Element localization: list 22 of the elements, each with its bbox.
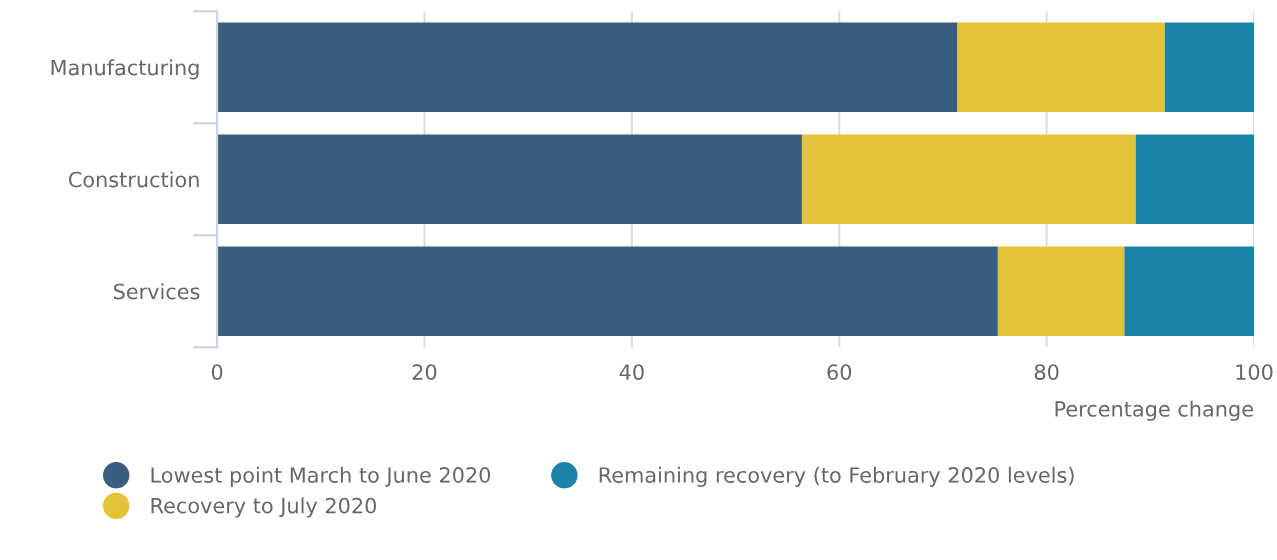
y-tick-label: Services <box>113 283 200 300</box>
y-tick-label: Construction <box>68 171 199 188</box>
bar <box>801 134 1136 224</box>
bar <box>1135 134 1255 224</box>
x-tick-label: 20 <box>412 364 437 380</box>
bar <box>997 246 1125 336</box>
legend-label: Lowest point March to June 2020 <box>151 466 491 487</box>
x-tick-label: 40 <box>619 364 644 380</box>
bar <box>217 22 958 112</box>
legend-label: Remaining recovery (to February 2020 levels) <box>599 466 1074 487</box>
x-axis-title: Percentage change <box>1055 400 1253 421</box>
y-tick-label: Manufacturing <box>51 59 199 80</box>
x-tick-label: 60 <box>827 364 852 380</box>
legend-label: Recovery to July 2020 <box>151 497 377 518</box>
bar <box>217 246 998 336</box>
bar <box>1164 22 1255 112</box>
bar <box>1124 246 1255 336</box>
bar <box>217 134 802 224</box>
x-tick-label: 100 <box>1236 364 1273 380</box>
x-tick-label: 0 <box>211 364 223 380</box>
bar <box>957 22 1165 112</box>
x-tick-label: 80 <box>1034 364 1059 380</box>
